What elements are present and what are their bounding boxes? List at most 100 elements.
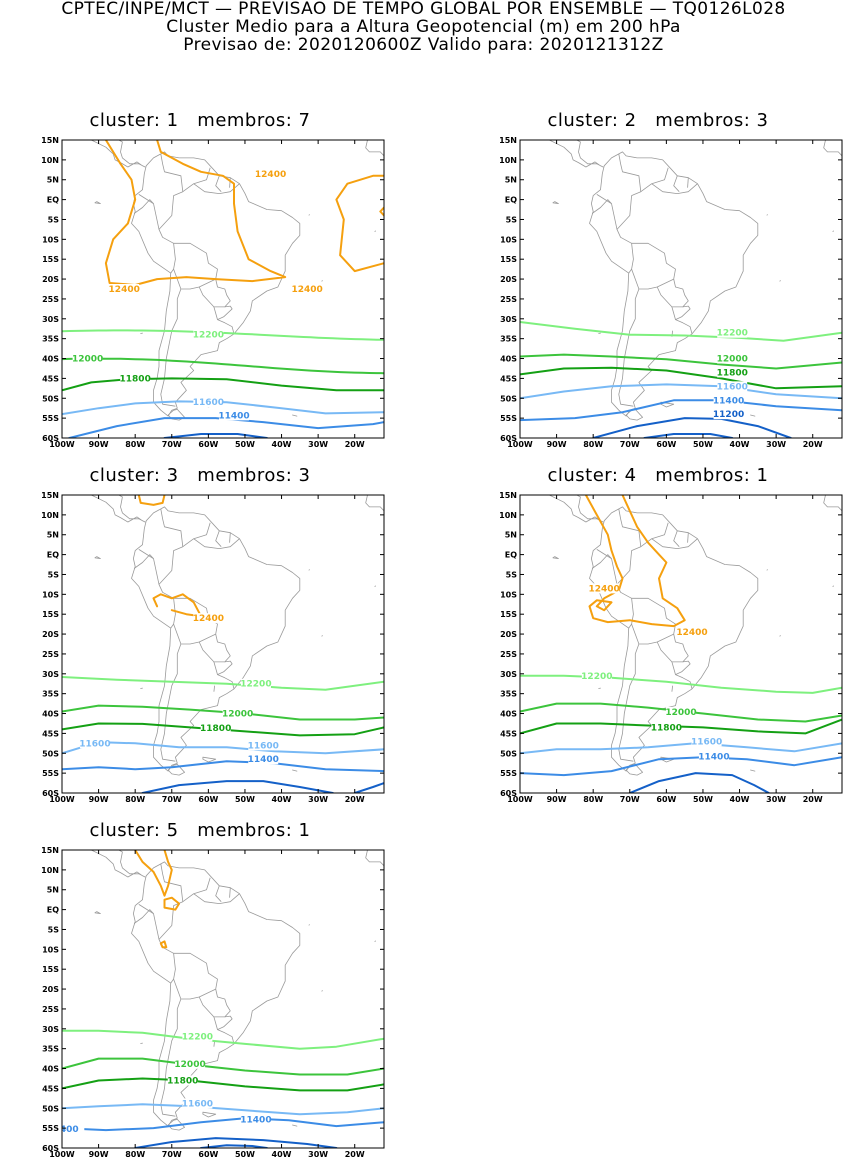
lon-tick-label: 90W xyxy=(547,440,567,449)
lat-tick-label: 20S xyxy=(500,275,517,284)
island xyxy=(553,557,559,559)
country-border xyxy=(676,306,691,320)
country-border xyxy=(199,279,230,307)
contour-line xyxy=(593,418,791,438)
lon-tick-label: 100W xyxy=(49,1150,75,1159)
country-border xyxy=(194,184,240,194)
map-svg: 1240012400122001200011800116001140015N10… xyxy=(458,465,847,805)
country-border xyxy=(674,531,680,547)
map-frame xyxy=(520,140,842,438)
country-border xyxy=(230,178,231,188)
island xyxy=(203,1112,216,1117)
lon-tick-label: 100W xyxy=(507,795,533,804)
lat-tick-label: EQ xyxy=(47,196,59,205)
lon-tick-label: 70W xyxy=(162,440,182,449)
lat-tick-label: 40S xyxy=(42,1065,59,1074)
contour-line xyxy=(380,208,384,216)
header-line-2: Cluster Medio para a Altura Geopotencial… xyxy=(0,18,847,36)
lat-tick-label: 25S xyxy=(42,650,59,659)
lat-tick-label: 40S xyxy=(500,355,517,364)
lat-tick-label: 15N xyxy=(41,491,59,500)
lon-tick-label: 20W xyxy=(803,795,823,804)
contour-label: 11800 xyxy=(717,368,748,378)
map-svg: 12200120001180011600114001120015N10N5NEQ… xyxy=(458,110,847,450)
lon-tick-label: 40W xyxy=(730,440,750,449)
lat-tick-label: 45S xyxy=(42,374,59,383)
contour-label: 11400 xyxy=(248,755,279,765)
country-border xyxy=(214,686,215,692)
country-border xyxy=(183,878,210,902)
country-border xyxy=(641,523,668,547)
country-border xyxy=(652,539,698,549)
coastline-africa xyxy=(366,826,384,866)
contour-line xyxy=(355,783,384,793)
lat-tick-label: 25S xyxy=(42,1005,59,1014)
contour-line xyxy=(62,359,384,374)
lat-tick-label: EQ xyxy=(47,551,59,560)
figure-header: CPTEC/INPE/MCT — PREVISAO DE TEMPO GLOBA… xyxy=(0,0,847,54)
lat-tick-label: 55S xyxy=(42,414,59,423)
lon-tick-label: 90W xyxy=(89,440,109,449)
contour-label: 12000 xyxy=(72,355,103,365)
country-border xyxy=(134,200,159,230)
lon-tick-label: 100W xyxy=(507,440,533,449)
lat-tick-label: 30S xyxy=(500,315,517,324)
contour-label: 11600 xyxy=(79,739,110,749)
contour-label: 12200 xyxy=(240,680,271,690)
country-border xyxy=(216,886,222,902)
contour-line xyxy=(161,941,167,947)
lon-tick-label: 80W xyxy=(583,440,603,449)
contour-line xyxy=(62,677,384,690)
coastline-caribbean xyxy=(117,818,155,830)
country-border xyxy=(674,176,680,192)
country-border xyxy=(134,910,159,940)
lon-tick-label: 90W xyxy=(89,1150,109,1159)
country-border xyxy=(592,200,617,230)
country-border xyxy=(230,533,231,543)
map-svg: 122001200011800116001140040015N10N5NEQ5S… xyxy=(0,820,400,1160)
lon-tick-label: 80W xyxy=(583,795,603,804)
country-border xyxy=(139,549,154,558)
lat-tick-label: 30S xyxy=(42,315,59,324)
lat-tick-label: 20S xyxy=(42,985,59,994)
lon-tick-label: 50W xyxy=(235,440,255,449)
lon-tick-label: 50W xyxy=(235,1150,255,1159)
contour-line xyxy=(139,495,165,505)
country-border xyxy=(183,168,210,192)
contour-line xyxy=(520,355,842,369)
lon-tick-label: 20W xyxy=(345,795,365,804)
lon-tick-label: 30W xyxy=(308,440,328,449)
country-border xyxy=(597,549,612,558)
lat-tick-label: 25S xyxy=(500,295,517,304)
lat-tick-label: 55S xyxy=(500,769,517,778)
lat-tick-label: 10S xyxy=(42,590,59,599)
contour-label: 11800 xyxy=(167,1076,198,1086)
contour-line xyxy=(62,378,384,390)
lat-tick-label: 30S xyxy=(42,1025,59,1034)
lat-tick-label: 40S xyxy=(42,710,59,719)
contour-label-bg xyxy=(387,181,417,191)
lat-tick-label: 50S xyxy=(500,394,517,403)
lat-tick-label: 5S xyxy=(48,215,60,224)
country-border xyxy=(218,306,233,320)
lat-tick-label: 10S xyxy=(500,590,517,599)
country-border xyxy=(672,307,692,334)
contour-line xyxy=(165,434,267,438)
contour-line xyxy=(520,757,842,775)
lon-tick-label: 70W xyxy=(162,795,182,804)
lat-tick-label: 15S xyxy=(500,610,517,619)
country-border xyxy=(171,979,174,983)
country-border xyxy=(199,989,230,1017)
country-border xyxy=(194,894,240,904)
lat-tick-label: 45S xyxy=(500,729,517,738)
lat-tick-label: 35S xyxy=(500,335,517,344)
island xyxy=(553,202,559,204)
contour-label: 12200 xyxy=(717,329,748,339)
coastline-central-america xyxy=(62,830,145,877)
country-border xyxy=(134,555,159,585)
lat-tick-label: 20S xyxy=(42,275,59,284)
country-border xyxy=(161,644,181,761)
